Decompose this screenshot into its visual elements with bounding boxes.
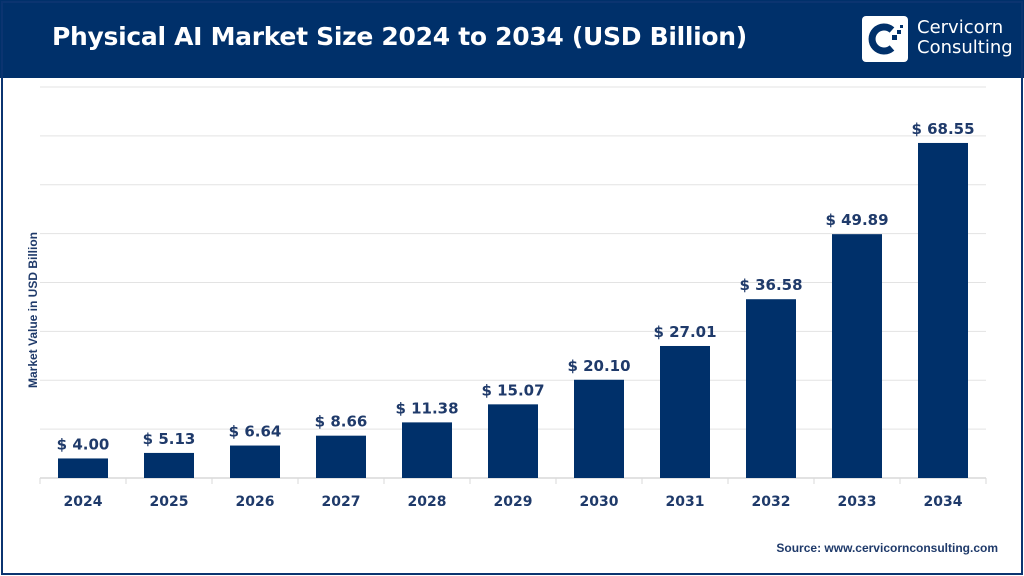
bar-2028 [402,422,452,478]
x-tick-label: 2029 [494,494,533,510]
data-label: $ 11.38 [395,399,458,417]
bar-2032 [746,299,796,478]
x-tick-label: 2032 [752,494,791,510]
data-label: $ 5.13 [143,430,196,448]
data-label: $ 68.55 [911,120,974,138]
x-tick-label: 2034 [924,494,963,510]
data-label: $ 4.00 [57,435,110,453]
logo-icon [862,16,908,62]
bar-2034 [918,142,968,479]
data-label: $ 20.10 [567,357,630,375]
logo-text: Cervicorn Consulting [917,18,1013,58]
data-label: $ 15.07 [481,381,544,399]
data-label: $ 27.01 [653,323,716,341]
data-label: $ 36.58 [739,276,802,294]
bar-2031 [660,345,710,478]
x-tick-label: 2026 [236,494,275,510]
source-note: Source: www.cervicornconsulting.com [776,541,998,555]
y-axis-label: Market Value in USD Billion [26,231,40,389]
bar-2024 [58,458,108,478]
x-tick-label: 2033 [838,494,877,510]
x-tick-label: 2030 [580,494,619,510]
bar-2033 [832,234,882,478]
bar-2029 [488,404,538,478]
data-label: $ 49.89 [825,211,888,229]
chart-title: Physical AI Market Size 2024 to 2034 (US… [52,22,747,51]
x-tick-label: 2025 [150,494,189,510]
bar-2026 [230,445,280,478]
logo-line2: Consulting [917,37,1013,58]
bar-2025 [144,452,194,478]
x-tick-label: 2027 [322,494,361,510]
bar-2027 [316,435,366,478]
bar-2030 [574,379,624,478]
x-tick-label: 2028 [408,494,447,510]
x-tick-label: 2024 [64,494,103,510]
header-band [0,0,1024,78]
x-tick-label: 2031 [666,494,705,510]
data-label: $ 6.64 [229,423,282,441]
logo-line1: Cervicorn [917,17,1004,38]
data-label: $ 8.66 [315,413,368,431]
